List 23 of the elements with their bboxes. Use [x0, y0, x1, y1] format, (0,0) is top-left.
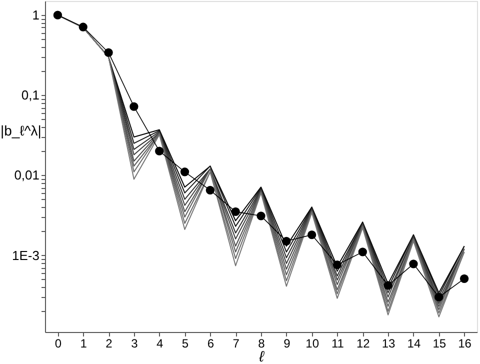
x-tick-label: 14	[407, 336, 421, 350]
x-tick-label: 2	[106, 336, 113, 350]
x-tick-label: 9	[284, 336, 291, 350]
x-tick-label: 5	[182, 336, 189, 350]
x-tick-label: 13	[382, 336, 396, 350]
x-tick-label: 1	[80, 336, 88, 350]
x-tick-label: 16	[458, 336, 472, 350]
x-axis-title: ℓ	[258, 348, 266, 364]
x-tick-label: 8	[258, 336, 266, 350]
x-tick-label: 0	[54, 336, 62, 350]
x-tick-label: 10	[306, 336, 320, 350]
x-tick-label: 4	[156, 336, 164, 350]
x-tick-label: 15	[432, 336, 446, 350]
y-tick-label: 0,01	[14, 168, 40, 183]
x-tick-label: 6	[207, 336, 214, 350]
y-tick-label: 1E-3	[12, 248, 40, 263]
x-tick-label: 12	[356, 336, 370, 350]
y-axis-title: |b_ℓ^λ|	[0, 122, 42, 138]
x-tick-label: 7	[232, 336, 240, 350]
x-tick-label: 11	[332, 336, 344, 350]
y-tick-label: 0,1	[21, 88, 40, 103]
x-tick-label: 3	[131, 336, 138, 350]
y-tick-label: 1	[32, 8, 40, 23]
